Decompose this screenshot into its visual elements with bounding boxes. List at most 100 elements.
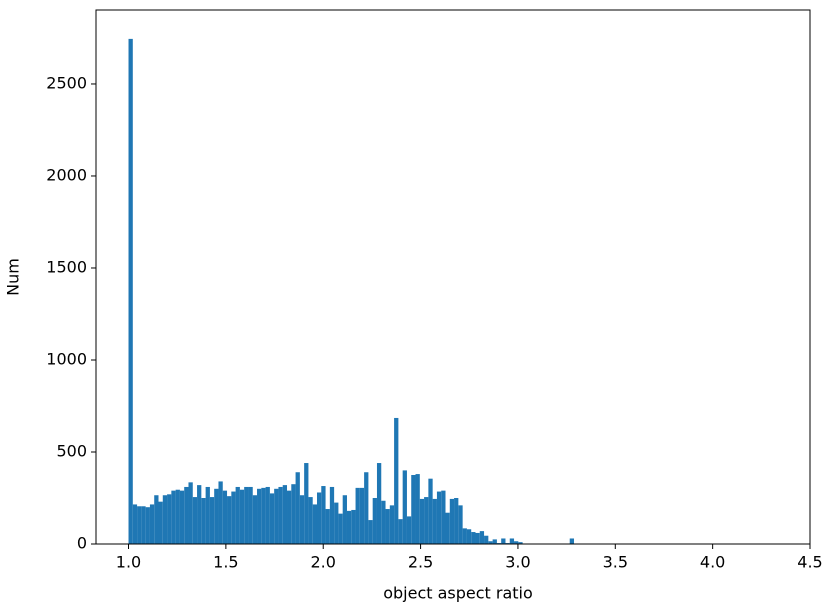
bar: [304, 463, 309, 544]
bar: [432, 498, 437, 544]
bar: [355, 487, 360, 544]
y-tick-label: 2000: [46, 165, 87, 184]
y-tick-label: 500: [56, 441, 87, 460]
bar: [411, 474, 416, 544]
y-tick-label: 1500: [46, 257, 87, 276]
bar: [514, 541, 519, 544]
bar: [466, 529, 472, 544]
bar: [137, 506, 142, 544]
bar: [274, 488, 279, 544]
bar: [179, 490, 185, 544]
bar: [389, 505, 395, 544]
bar: [175, 489, 180, 544]
bar: [141, 506, 146, 544]
bar: [291, 484, 296, 544]
bar: [458, 505, 463, 544]
bar: [252, 495, 258, 544]
bar: [346, 510, 352, 544]
bar: [454, 497, 459, 544]
bar: [299, 495, 305, 544]
bar: [402, 470, 407, 544]
bar: [171, 490, 176, 544]
bar: [492, 539, 497, 544]
x-tick-label: 3.0: [505, 553, 530, 572]
bar: [162, 495, 168, 544]
y-tick-label: 0: [77, 534, 87, 553]
bar: [205, 486, 210, 544]
bar: [209, 497, 215, 544]
bar: [445, 512, 450, 544]
bar: [475, 532, 480, 544]
bar: [227, 496, 232, 544]
bar: [342, 495, 347, 544]
bar: [235, 486, 240, 544]
bar: [128, 38, 133, 544]
bar: [257, 488, 262, 544]
bar: [239, 489, 245, 544]
bar: [394, 417, 399, 544]
bar: [325, 509, 330, 544]
bar: [338, 513, 343, 544]
bar: [132, 504, 138, 544]
x-tick-label: 4.5: [797, 553, 822, 572]
bar: [295, 472, 300, 544]
bar: [214, 488, 219, 544]
bar: [419, 498, 425, 544]
bar: [424, 497, 429, 544]
bar: [569, 538, 575, 544]
bar: [372, 497, 377, 544]
bar: [329, 486, 335, 544]
bar: [471, 532, 476, 544]
bar: [145, 507, 150, 544]
bar: [312, 504, 317, 544]
bar: [385, 509, 390, 544]
x-tick-label: 3.5: [603, 553, 628, 572]
bar: [222, 490, 228, 544]
bar: [436, 491, 442, 544]
bar: [154, 495, 159, 544]
bar: [244, 486, 249, 544]
bar: [381, 500, 386, 544]
y-tick-label: 2500: [46, 73, 87, 92]
bar: [188, 482, 193, 544]
bar: [351, 509, 356, 544]
x-tick-label: 4.0: [700, 553, 725, 572]
bar: [462, 528, 467, 544]
bar: [428, 478, 433, 544]
bar: [308, 497, 313, 544]
bar: [415, 474, 420, 544]
x-axis-label: object aspect ratio: [383, 584, 533, 603]
x-tick-label: 2.5: [408, 553, 433, 572]
plot-frame: [95, 9, 811, 545]
x-tick-label: 1.5: [213, 553, 238, 572]
bar: [441, 490, 446, 544]
bar: [376, 463, 382, 544]
bar: [231, 491, 236, 544]
bar: [287, 490, 292, 544]
bar: [364, 472, 369, 544]
bar: [149, 504, 155, 544]
bar: [488, 541, 493, 544]
bar: [484, 535, 489, 544]
bar: [398, 519, 403, 544]
x-tick-label: 1.0: [116, 553, 141, 572]
bar: [282, 485, 288, 544]
bar: [509, 538, 515, 544]
bar: [261, 487, 266, 544]
bar: [278, 486, 283, 544]
bar: [269, 493, 275, 544]
bar: [316, 492, 322, 544]
bar: [201, 497, 206, 544]
bar: [158, 501, 163, 544]
bar: [334, 502, 339, 544]
bar: [167, 494, 172, 544]
bar: [368, 520, 373, 544]
bar: [406, 516, 412, 544]
y-tick-label: 1000: [46, 349, 87, 368]
x-tick-label: 2.0: [310, 553, 335, 572]
bar: [321, 486, 326, 544]
bar: [197, 485, 202, 544]
bar: [449, 498, 455, 544]
bar: [192, 497, 198, 544]
